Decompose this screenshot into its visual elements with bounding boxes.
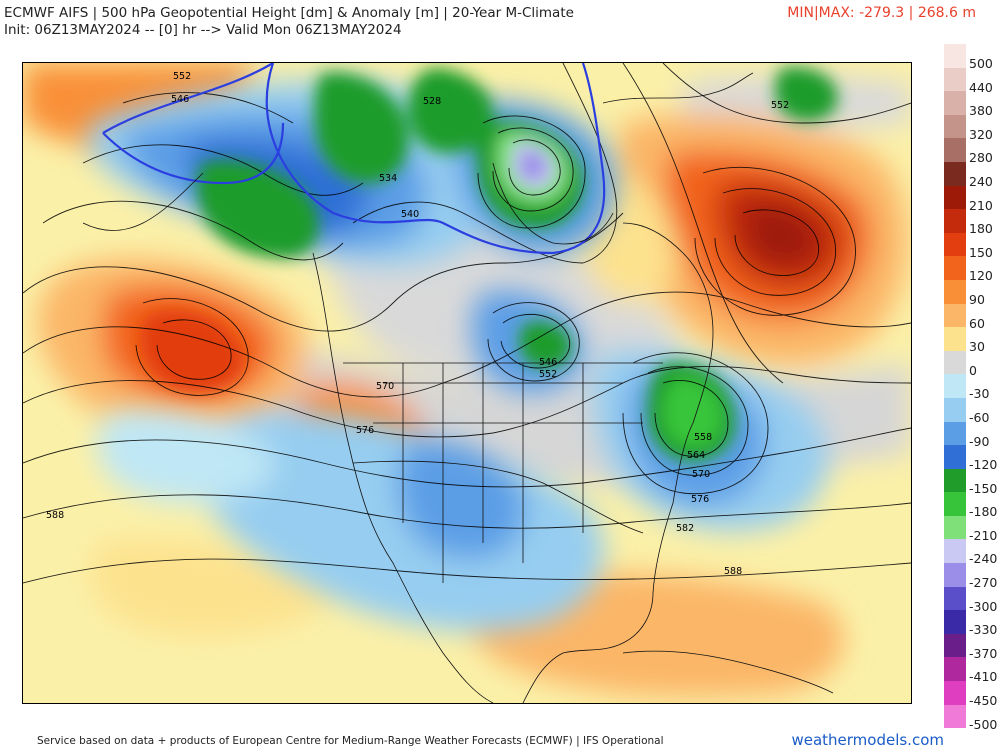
colorbar-swatch [944, 209, 966, 233]
contour-label: 540 [401, 209, 419, 220]
colorbar-label: 90 [969, 291, 985, 307]
contour-label: 576 [356, 425, 374, 436]
colorbar-label: 180 [969, 221, 993, 237]
colorbar-label: 320 [969, 126, 993, 142]
contour-label: 558 [694, 432, 712, 443]
colorbar-swatch [944, 539, 966, 564]
colorbar-swatch [944, 138, 966, 162]
colorbar-swatch [944, 279, 966, 304]
contour-label: 588 [724, 566, 742, 577]
colorbar-swatch [944, 327, 966, 351]
map-subtitle: Init: 06Z13MAY2024 -- [0] hr --> Valid M… [4, 22, 402, 38]
contour-label: 552 [771, 100, 789, 111]
colorbar-swatch [944, 633, 966, 658]
colorbar-label: -30 [969, 386, 990, 402]
colorbar-swatch [944, 586, 966, 611]
colorbar-label: 150 [969, 244, 993, 260]
colorbar-label: -300 [969, 598, 998, 614]
colorbar-label: 240 [969, 173, 993, 189]
colorbar-swatch [944, 397, 966, 422]
min-max-readout: MIN|MAX: -279.3 | 268.6 m [787, 5, 976, 21]
colorbar-label: 120 [969, 268, 993, 284]
map-title: ECMWF AIFS | 500 hPa Geopotential Height… [4, 5, 574, 21]
colorbar-swatch [944, 256, 966, 280]
colorbar-swatch [944, 161, 966, 186]
colorbar-swatch [944, 657, 966, 682]
contour-label: 528 [423, 96, 441, 107]
colorbar-label: -370 [969, 645, 998, 661]
colorbar-label: 280 [969, 150, 993, 166]
colorbar-label: -180 [969, 504, 998, 520]
colorbar-swatch [944, 303, 966, 328]
colorbar-swatch [944, 421, 966, 446]
colorbar-swatch [944, 445, 966, 469]
contour-label: 570 [376, 381, 394, 392]
contour-label: 576 [691, 494, 709, 505]
colorbar [944, 44, 966, 729]
weather-map: 552 546 528 534 540 552 546 552 570 576 … [22, 62, 912, 704]
colorbar-swatch [944, 374, 966, 398]
colorbar-label: -410 [969, 669, 998, 685]
colorbar-label: -500 [969, 716, 998, 732]
colorbar-label: 500 [969, 56, 993, 71]
anomaly-field [23, 63, 911, 703]
brand-link[interactable]: weathermodels.com [791, 731, 944, 749]
colorbar-swatch [944, 515, 966, 540]
colorbar-swatch [944, 114, 966, 139]
reference-contour [102, 63, 606, 255]
colorbar-swatch [944, 681, 966, 705]
contour-label: 546 [539, 357, 557, 368]
colorbar-label: 440 [969, 79, 993, 95]
height-contours [23, 63, 911, 584]
contour-label: 546 [171, 94, 189, 105]
colorbar-label: -120 [969, 457, 998, 473]
colorbar-label: -270 [969, 575, 998, 591]
colorbar-swatch [944, 468, 966, 493]
colorbar-swatch [944, 350, 966, 375]
contour-label: 552 [539, 369, 557, 380]
colorbar-swatch [944, 232, 966, 257]
colorbar-label: 0 [969, 362, 977, 378]
colorbar-label: 60 [969, 315, 985, 331]
colorbar-swatch [944, 610, 966, 634]
colorbar-label: -150 [969, 480, 998, 496]
colorbar-label: -330 [969, 622, 998, 638]
colorbar-swatch [944, 91, 966, 115]
colorbar-label: 210 [969, 197, 993, 213]
colorbar-swatch [944, 44, 966, 68]
colorbar-swatch [944, 563, 966, 587]
colorbar-label: -90 [969, 433, 990, 449]
colorbar-swatch [944, 492, 966, 516]
colorbar-label: -240 [969, 551, 998, 567]
contour-label: 534 [379, 173, 397, 184]
contour-labels: 552 546 528 534 540 552 546 552 570 576 … [46, 71, 789, 577]
contour-label: 588 [46, 510, 64, 521]
colorbar-label: 380 [969, 103, 993, 119]
contour-label: 582 [676, 523, 694, 534]
coastlines [82, 72, 834, 703]
colorbar-swatch [944, 704, 966, 729]
contour-label: 564 [687, 450, 705, 461]
colorbar-swatch [944, 67, 966, 92]
colorbar-swatch [944, 185, 966, 210]
colorbar-labels: 500 440 380 320 280 240 210 180 150 120 90 60 30 0 -30… [969, 44, 1000, 732]
colorbar-label: -60 [969, 409, 990, 425]
colorbar-label: -450 [969, 693, 998, 709]
contour-label: 570 [692, 469, 710, 480]
colorbar-label: 30 [969, 339, 985, 355]
data-credit: Service based on data + products of Euro… [37, 735, 664, 747]
colorbar-label: -210 [969, 527, 998, 543]
contour-label: 552 [173, 71, 191, 82]
